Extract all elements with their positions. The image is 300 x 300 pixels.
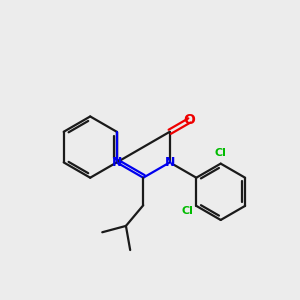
Text: N: N [112,156,122,169]
Text: Cl: Cl [215,148,226,158]
Text: N: N [165,156,175,169]
Text: Cl: Cl [181,206,193,216]
Text: O: O [184,113,195,128]
